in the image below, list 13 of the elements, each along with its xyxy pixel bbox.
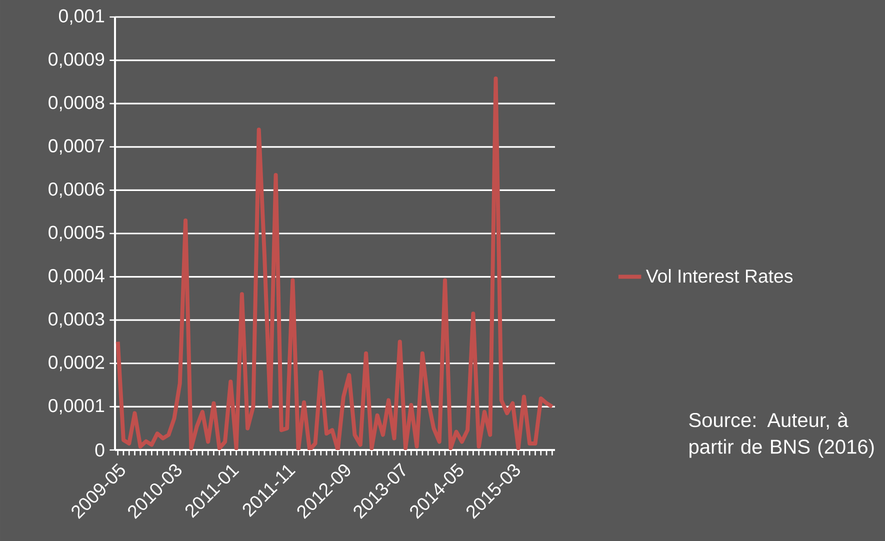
y-tick-label: 0,0003 — [48, 312, 104, 328]
y-tick-label: 0,0009 — [48, 52, 104, 68]
y-tick-label: 0,0002 — [48, 356, 104, 372]
y-tick-label: 0,001 — [58, 9, 104, 25]
legend-label: Vol Interest Rates — [646, 269, 793, 283]
y-tick-label: 0 — [95, 443, 104, 457]
y-tick-label: 0,0001 — [48, 398, 104, 414]
y-tick-label: 0,0005 — [48, 226, 104, 242]
y-tick-label: 0,0004 — [48, 269, 104, 284]
y-tick-label: 0,0006 — [48, 182, 104, 198]
source-note: Source: Auteur, à partir de BNS (2016) — [689, 412, 874, 458]
y-tick-label: 0,0008 — [48, 96, 104, 112]
y-tick-label: 0,0007 — [48, 139, 104, 155]
